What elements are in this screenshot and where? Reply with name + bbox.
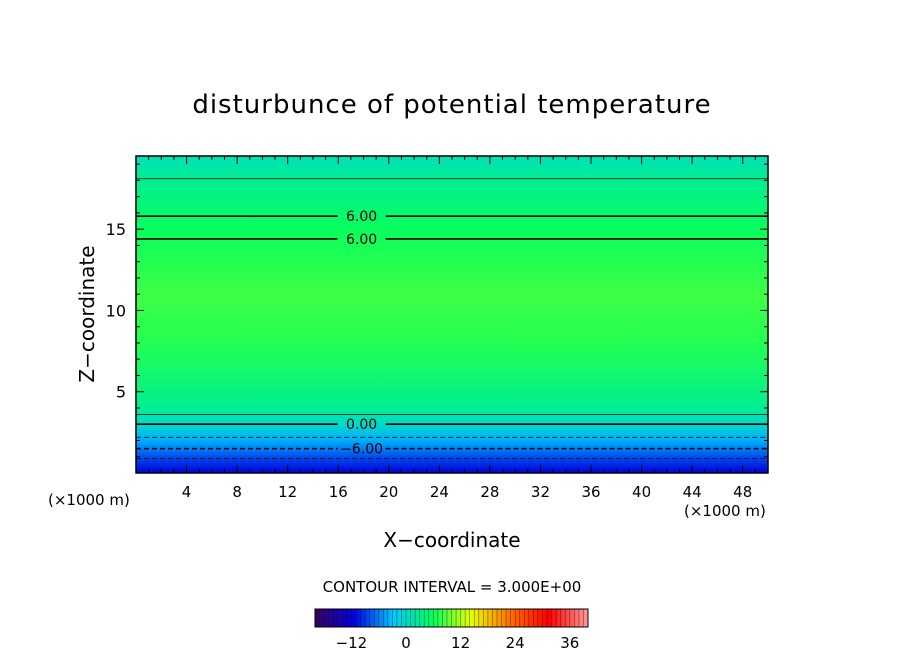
contour-label: −6.00 bbox=[340, 442, 383, 458]
x-tick-labels: 4 8 12 16 20 24 28 32 36 40 44 48 bbox=[182, 483, 752, 501]
x-tick-label: 28 bbox=[480, 483, 499, 501]
contour-lines: 6.00 6.00 0.00 −6.00 bbox=[136, 178, 768, 459]
colorbar-frame bbox=[314, 608, 589, 628]
y-axis-label: Z−coordinate bbox=[75, 245, 99, 382]
y-tick-label: 5 bbox=[116, 383, 126, 402]
x-tick-label: 36 bbox=[581, 483, 600, 501]
x-tick-label: 4 bbox=[182, 483, 192, 501]
chart-title: disturbunce of potential temperature bbox=[192, 90, 711, 120]
colorbar-tick-label: 36 bbox=[560, 634, 579, 652]
contour-interval-annotation: CONTOUR INTERVAL = 3.000E+00 bbox=[323, 578, 582, 596]
y-tick-label: 15 bbox=[106, 220, 126, 239]
y-tick-label: 10 bbox=[106, 301, 126, 320]
x-tick-label: 32 bbox=[531, 483, 550, 501]
x-tick-label: 24 bbox=[430, 483, 449, 501]
x-tick-label: 8 bbox=[232, 483, 242, 501]
contour-label: 6.00 bbox=[346, 209, 377, 225]
y-tick-labels: 5 10 15 bbox=[106, 220, 126, 402]
colorbar-tick-label: 24 bbox=[506, 634, 525, 652]
colorbar: −12 0 12 24 36 bbox=[314, 608, 589, 652]
colorbar-tick-label: 12 bbox=[451, 634, 470, 652]
colorbar-tick-label: 0 bbox=[401, 634, 411, 652]
x-tick-label: 12 bbox=[278, 483, 297, 501]
x-axis-label: X−coordinate bbox=[383, 528, 520, 552]
plot-area: 6.00 6.00 0.00 −6.00 bbox=[135, 155, 769, 474]
x-tick-label: 48 bbox=[733, 483, 752, 501]
x-tick-label: 20 bbox=[379, 483, 398, 501]
contour-label: 6.00 bbox=[346, 232, 377, 248]
colorbar-tick-label: −12 bbox=[336, 634, 368, 652]
axis-ticks bbox=[136, 156, 768, 473]
x-unit-label: (×1000 m) bbox=[684, 502, 766, 520]
y-unit-label: (×1000 m) bbox=[48, 491, 130, 509]
field-fill bbox=[136, 156, 768, 473]
colorbar-tick-labels: −12 0 12 24 36 bbox=[336, 634, 580, 652]
colorbar-segments bbox=[319, 609, 584, 627]
x-tick-label: 40 bbox=[632, 483, 651, 501]
x-tick-label: 16 bbox=[329, 483, 348, 501]
contour-label: 0.00 bbox=[346, 417, 377, 433]
x-tick-label: 44 bbox=[683, 483, 702, 501]
